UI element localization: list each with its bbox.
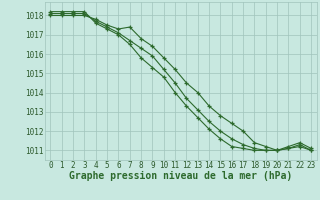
X-axis label: Graphe pression niveau de la mer (hPa): Graphe pression niveau de la mer (hPa) [69, 171, 292, 181]
